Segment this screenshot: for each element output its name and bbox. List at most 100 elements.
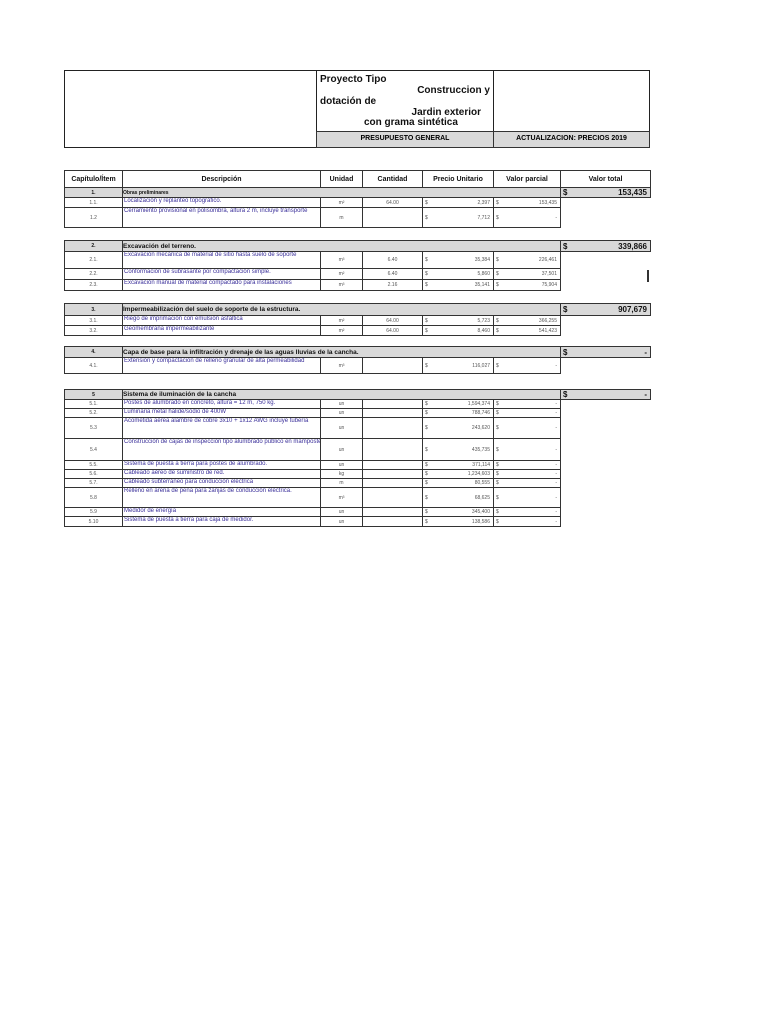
item-unit[interactable]: m³ — [320, 279, 363, 291]
item-description[interactable]: Sistema de puesta a tierra para caja de … — [122, 516, 321, 527]
section-total[interactable]: $153,435 — [560, 187, 651, 198]
item-description[interactable]: Relleno en arena de peña para zanjas de … — [122, 487, 321, 508]
item-unit-price[interactable]: $243,620 — [422, 417, 494, 439]
currency-symbol: $ — [425, 480, 428, 486]
amount: - — [555, 494, 557, 501]
item-code: 1.2 — [64, 207, 123, 228]
currency-symbol: $ — [425, 257, 428, 263]
item-quantity[interactable] — [362, 487, 423, 508]
item-quantity[interactable] — [362, 207, 423, 228]
item-quantity[interactable]: 64.00 — [362, 325, 423, 336]
item-unit[interactable]: un — [320, 516, 363, 527]
col-chapter-header: Capítulo/Ítem — [64, 170, 123, 188]
amount: 80,555 — [474, 480, 490, 486]
amount: 541,423 — [538, 327, 557, 334]
amount: 371,114 — [472, 462, 490, 468]
amount: 435,735 — [471, 446, 490, 453]
item-quantity[interactable] — [362, 516, 423, 527]
item-partial-value[interactable]: $541,423 — [493, 325, 561, 336]
currency-symbol: $ — [496, 401, 499, 407]
amount: 153,435 — [538, 199, 557, 206]
item-description[interactable]: Extensión y compactación de relleno gran… — [122, 357, 321, 374]
item-description[interactable]: Geomembrana impermeabilizante — [122, 325, 321, 336]
item-quantity[interactable] — [362, 417, 423, 439]
item-partial-value[interactable]: $ - — [493, 516, 561, 527]
amount: 788,746 — [471, 410, 490, 416]
currency-symbol: $ — [425, 199, 428, 206]
logo-cell — [64, 70, 317, 148]
item-description[interactable]: Cerramiento provisional en polisombra, a… — [122, 207, 321, 228]
item-partial-value[interactable]: $ - — [493, 438, 561, 461]
item-quantity[interactable]: 2.16 — [362, 279, 423, 291]
currency-symbol: $ — [496, 494, 499, 501]
col-description-header: Descripción — [122, 170, 321, 188]
amount: 7,712 — [477, 214, 490, 221]
item-unit[interactable]: un — [320, 438, 363, 461]
amount: - — [555, 401, 557, 407]
item-description[interactable]: Excavación manual de material compactado… — [122, 279, 321, 291]
item-quantity[interactable] — [362, 357, 423, 374]
amount: 37,501 — [541, 271, 557, 277]
item-unit-price[interactable]: $435,735 — [422, 438, 494, 461]
amount: - — [555, 509, 557, 515]
currency-symbol: $ — [563, 347, 568, 357]
item-unit[interactable]: m³ — [320, 357, 363, 374]
currency-symbol: $ — [425, 317, 428, 324]
item-unit[interactable]: m — [320, 207, 363, 228]
item-partial-value[interactable]: $226,461 — [493, 251, 561, 269]
item-partial-value[interactable]: $ - — [493, 357, 561, 374]
item-unit-price[interactable]: $68,625 — [422, 487, 494, 508]
item-partial-value[interactable]: $ - — [493, 207, 561, 228]
item-partial-value[interactable]: $ - — [493, 417, 561, 439]
currency-symbol: $ — [496, 257, 499, 263]
item-unit-price[interactable]: $116,027 — [422, 357, 494, 374]
item-description[interactable]: Excavación mecánica de material de sitio… — [122, 251, 321, 269]
item-code: 5.3 — [64, 417, 123, 439]
amount: 366,255 — [538, 317, 557, 324]
currency-symbol: $ — [563, 390, 568, 399]
currency-symbol: $ — [496, 425, 499, 431]
currency-symbol: $ — [496, 446, 499, 453]
item-unit[interactable]: un — [320, 417, 363, 439]
title-line: Jardin exterior — [411, 107, 481, 118]
section-total[interactable]: $907,679 — [560, 303, 651, 316]
currency-symbol: $ — [563, 241, 568, 251]
item-partial-value[interactable]: $ - — [493, 487, 561, 508]
item-unit-price[interactable]: $138,586 — [422, 516, 494, 527]
amount: - — [555, 446, 557, 453]
item-unit-price[interactable]: $35,384 — [422, 251, 494, 269]
amount: 1,234,603 — [467, 471, 490, 477]
item-quantity[interactable]: 6.40 — [362, 251, 423, 269]
item-unit[interactable]: m³ — [320, 251, 363, 269]
amount: 226,461 — [538, 257, 557, 263]
item-unit-price[interactable]: $7,712 — [422, 207, 494, 228]
section-total[interactable]: $ - — [560, 389, 651, 400]
amount: - — [644, 347, 647, 357]
item-partial-value[interactable]: $75,904 — [493, 279, 561, 291]
item-quantity[interactable] — [362, 438, 423, 461]
amount: 243,620 — [471, 425, 490, 431]
section-total[interactable]: $ - — [560, 346, 651, 358]
amount: 1,594,374 — [467, 401, 490, 407]
item-unit[interactable]: m³ — [320, 487, 363, 508]
budget-label: PRESUPUESTO GENERAL — [316, 131, 494, 148]
currency-symbol: $ — [496, 214, 499, 221]
item-description[interactable]: Construcción de cajas de inspección tipo… — [122, 438, 321, 461]
currency-symbol: $ — [425, 327, 428, 334]
item-description[interactable]: Acometida aérea alambre de cobre 3x10 + … — [122, 417, 321, 439]
currency-symbol: $ — [425, 282, 428, 288]
item-code: 5.10 — [64, 516, 123, 527]
item-unit-price[interactable]: $35,141 — [422, 279, 494, 291]
section-total[interactable]: $339,866 — [560, 240, 651, 252]
currency-symbol: $ — [496, 271, 499, 277]
currency-symbol: $ — [496, 282, 499, 288]
currency-symbol: $ — [563, 305, 568, 314]
amount: - — [555, 462, 557, 468]
amount: - — [555, 425, 557, 431]
item-unit[interactable]: m² — [320, 325, 363, 336]
currency-symbol: $ — [425, 518, 428, 525]
update-label: ACTUALIZACION: PRECIOS 2019 — [493, 131, 650, 148]
item-unit-price[interactable]: $8,460 — [422, 325, 494, 336]
currency-symbol: $ — [496, 317, 499, 324]
